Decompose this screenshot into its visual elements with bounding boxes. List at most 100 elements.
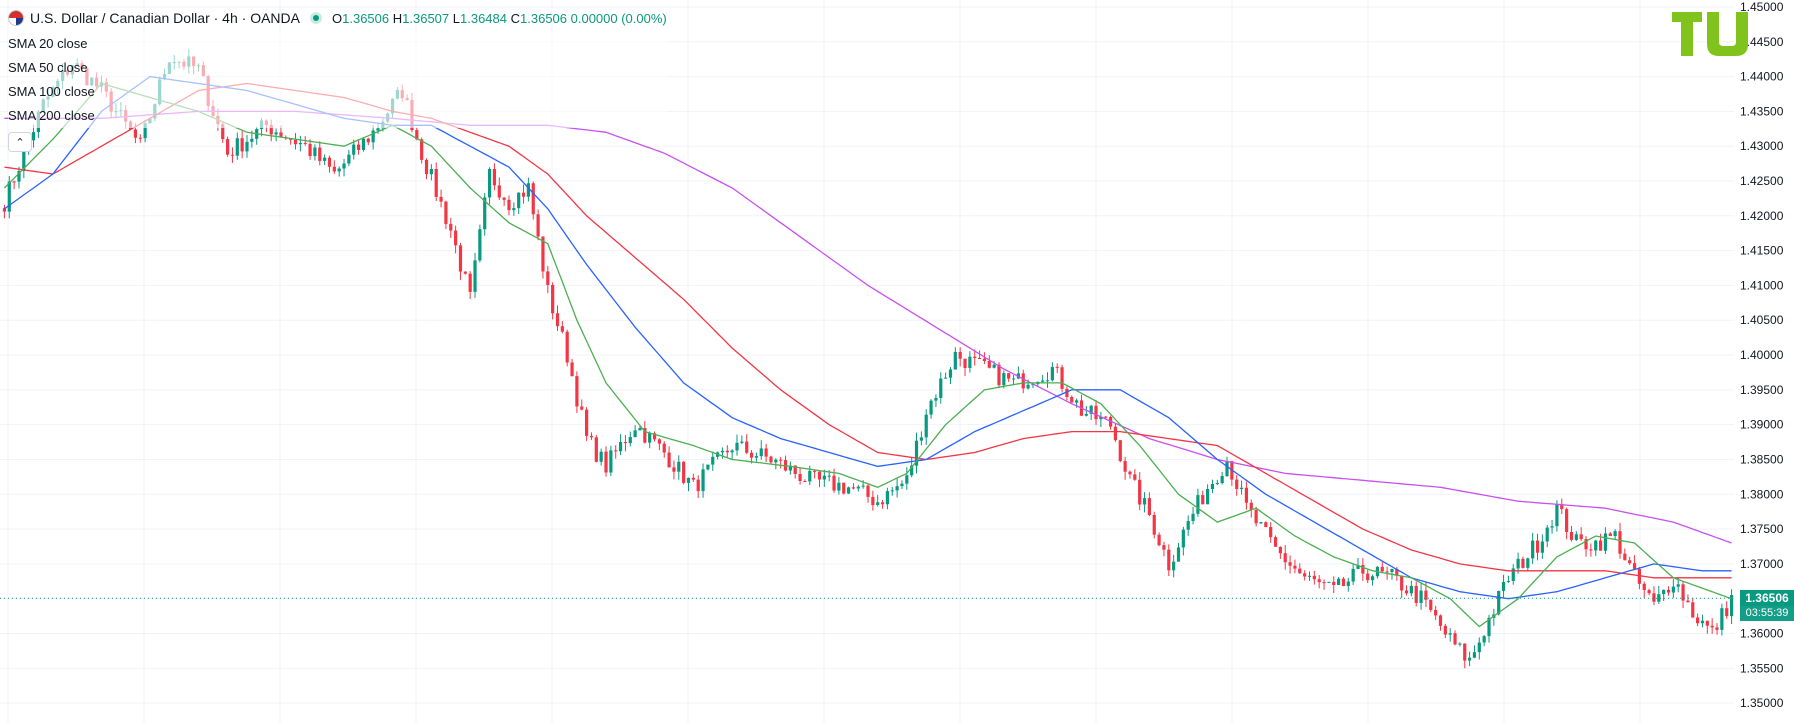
candle: [599, 448, 603, 466]
candle: [948, 366, 953, 385]
candle: [851, 483, 856, 490]
candle: [1458, 642, 1462, 647]
candle: [1108, 415, 1113, 430]
candle: [1055, 363, 1059, 374]
candle: [1603, 527, 1608, 555]
candle-body: [1647, 590, 1651, 594]
candle-body: [1705, 620, 1709, 626]
candle-body: [1084, 413, 1088, 416]
candle-body: [963, 358, 967, 368]
candle-body: [871, 496, 875, 506]
candle: [866, 483, 870, 503]
candle: [1094, 400, 1098, 425]
candle: [327, 155, 332, 173]
candle: [1560, 498, 1564, 515]
candle-body: [1497, 590, 1501, 615]
candle: [779, 456, 783, 469]
symbol-title[interactable]: U.S. Dollar / Canadian Dollar · 4h · OAN…: [30, 10, 300, 26]
sma20-line[interactable]: [3, 82, 1732, 628]
price-tick-label: 1.44500: [1740, 35, 1784, 49]
candle: [1720, 603, 1724, 636]
candle: [463, 271, 467, 275]
candle-body: [1710, 625, 1714, 628]
candle: [575, 371, 579, 414]
candle: [1021, 369, 1025, 394]
candle-body: [434, 169, 438, 197]
candle: [235, 132, 239, 160]
candle-body: [1671, 586, 1675, 593]
candle: [1099, 411, 1103, 428]
indicator-sma200[interactable]: SMA 200 close: [8, 104, 667, 128]
candle-body: [1409, 585, 1413, 594]
indicator-sma50[interactable]: SMA 50 close: [8, 56, 667, 80]
candle: [1123, 456, 1127, 480]
candle: [672, 460, 676, 480]
sma100-line[interactable]: [4, 82, 1732, 579]
candle: [492, 163, 497, 191]
candle-body: [992, 364, 996, 368]
candle-body: [221, 124, 225, 140]
candle: [643, 421, 647, 444]
price-tick-label: 1.37500: [1740, 522, 1784, 536]
candle-body: [1346, 581, 1350, 586]
candle-body: [1172, 561, 1176, 571]
sma200-line[interactable]: [4, 110, 1732, 544]
candle-body: [1589, 549, 1593, 551]
candle: [1356, 557, 1360, 570]
candle-body: [327, 157, 332, 167]
candle-body: [1467, 657, 1472, 661]
candle-body: [1482, 636, 1486, 643]
candle-body: [1152, 514, 1156, 535]
candle-body: [1404, 590, 1409, 594]
indicator-sma20[interactable]: SMA 20 close: [8, 32, 667, 56]
candle-body: [1700, 620, 1705, 624]
candle: [1351, 563, 1355, 585]
candle: [366, 137, 370, 146]
candle: [565, 329, 569, 367]
candle-body: [555, 313, 560, 327]
collapse-legend-button[interactable]: ⌃: [8, 132, 32, 152]
candle-body: [415, 130, 419, 140]
candle: [1312, 570, 1316, 585]
candle: [1662, 589, 1666, 601]
candle-body: [740, 441, 744, 443]
candle-body: [7, 181, 11, 212]
candle: [1303, 570, 1307, 581]
candle-body: [337, 168, 341, 172]
candle-body: [313, 147, 317, 157]
candle: [1424, 582, 1428, 608]
candle-body: [235, 138, 239, 156]
candle-body: [725, 450, 729, 453]
candle-body: [1419, 590, 1423, 603]
candle: [1220, 471, 1224, 485]
candle: [347, 149, 351, 167]
candle-body: [1317, 579, 1321, 583]
candle-body: [934, 397, 938, 401]
candle: [352, 139, 356, 160]
candle: [1666, 586, 1671, 596]
candle: [1642, 581, 1646, 598]
candle-body: [1584, 539, 1588, 550]
candle: [914, 432, 919, 474]
candle-body: [1555, 504, 1559, 527]
candle-body: [1443, 625, 1447, 635]
candle-body: [483, 197, 487, 230]
candle: [1142, 492, 1147, 513]
candle-body: [439, 196, 443, 202]
candle-body: [890, 490, 894, 492]
candle-body: [318, 147, 322, 161]
candle: [293, 133, 298, 150]
candle-body: [371, 130, 375, 143]
indicator-sma100[interactable]: SMA 100 close: [8, 80, 667, 104]
candle: [1264, 521, 1268, 528]
candle: [706, 464, 710, 471]
candle: [526, 177, 530, 202]
candle: [245, 135, 249, 158]
low-value: 1.36484: [460, 10, 507, 26]
candle: [487, 167, 492, 205]
candle-body: [1696, 617, 1700, 624]
candle: [342, 158, 346, 177]
sma50-line[interactable]: [4, 75, 1732, 600]
